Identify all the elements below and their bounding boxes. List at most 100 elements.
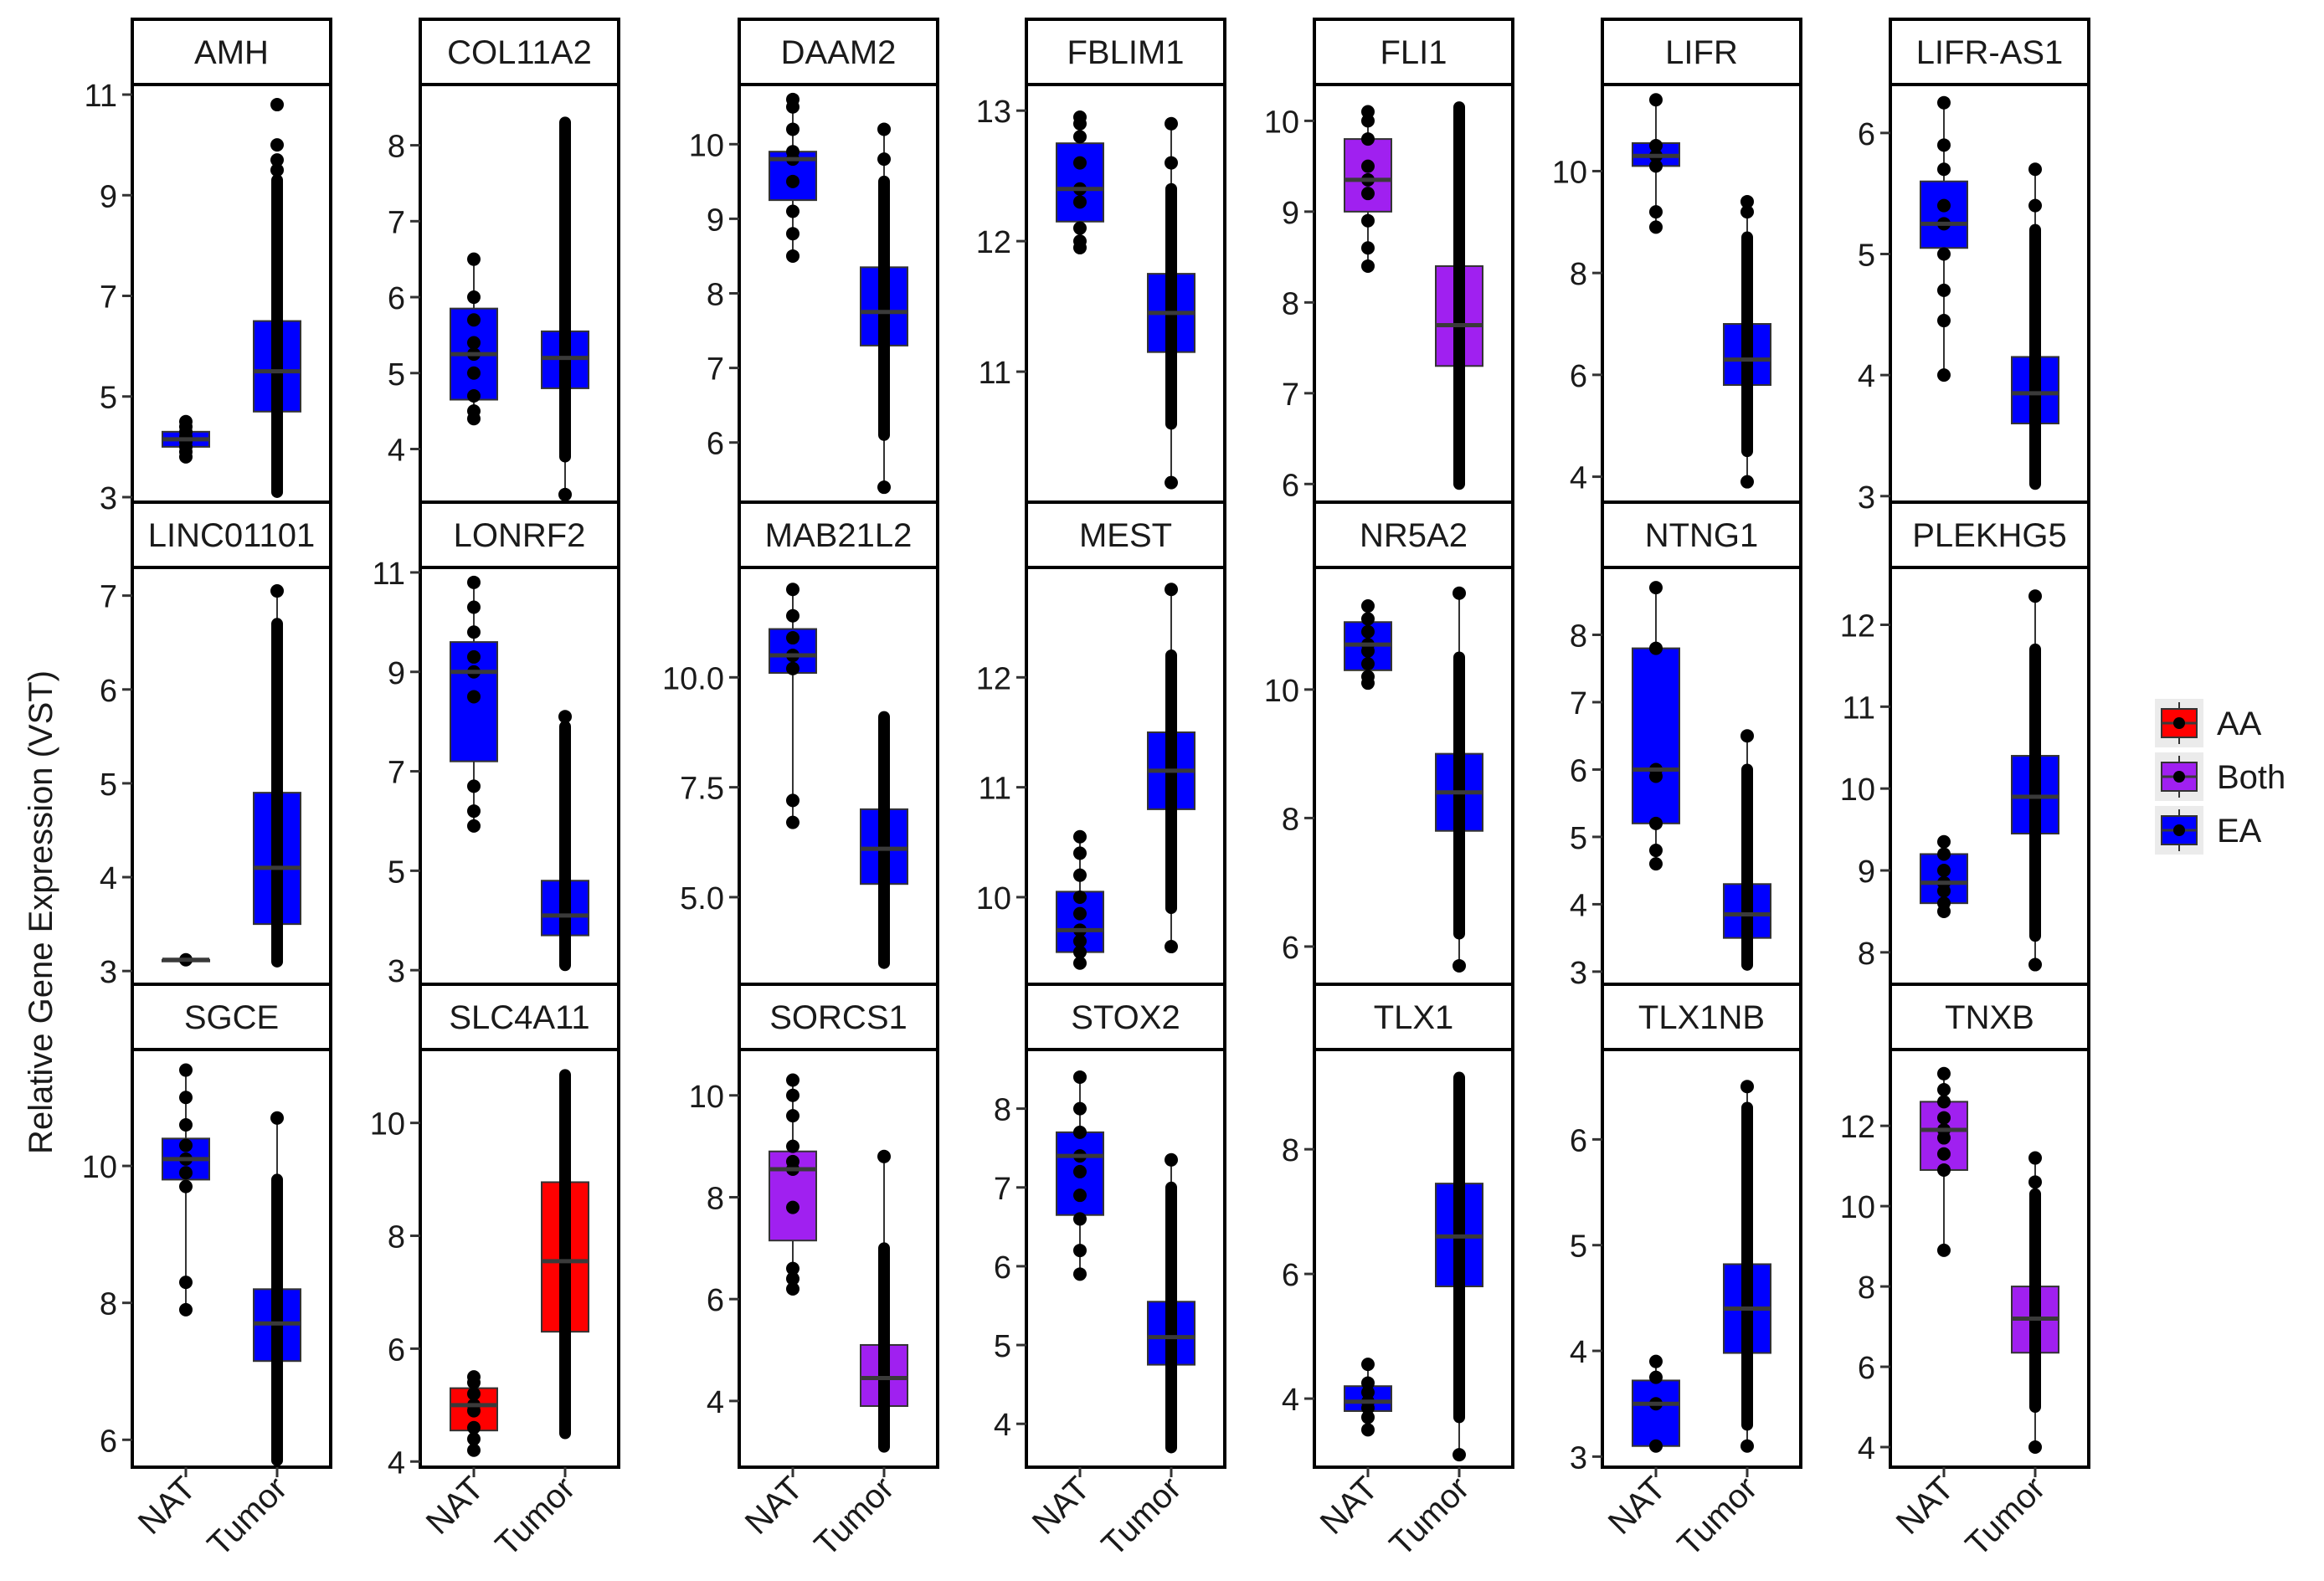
data-point xyxy=(466,336,481,350)
box-tlx1nb-nat xyxy=(1631,1354,1680,1453)
box-mest-nat xyxy=(1055,829,1104,970)
y-tick-label-ntng1: 7 xyxy=(1570,686,1587,721)
strip-lonrf2 xyxy=(419,500,620,569)
legend-label-both: Both xyxy=(2217,759,2285,796)
legend-entry-ea: EA xyxy=(2155,806,2262,855)
y-tick-label-ntng1: 8 xyxy=(1570,619,1587,654)
data-point xyxy=(1936,283,1951,297)
data-point xyxy=(1072,956,1087,970)
data-point xyxy=(270,584,285,598)
legend-entry-aa: AA xyxy=(2155,699,2262,747)
box-slc4a11-tumor xyxy=(541,1069,590,1440)
data-point xyxy=(270,138,285,152)
data-point xyxy=(785,793,800,808)
strip-label-fblim1: FBLIM1 xyxy=(1067,34,1184,71)
y-tick-label-lifr: 6 xyxy=(1570,359,1587,394)
data-point xyxy=(1072,1164,1087,1178)
data-point xyxy=(1165,116,1179,131)
x-tick-label-tumor: Tumor xyxy=(1671,1470,1765,1563)
data-point xyxy=(558,710,573,724)
y-tick-label-tnxb: 12 xyxy=(1840,1110,1875,1145)
data-point xyxy=(1648,205,1663,219)
box-col11a2-nat xyxy=(449,252,498,426)
box-nr5a2-tumor xyxy=(1435,586,1484,973)
y-tick-label-col11a2: 8 xyxy=(388,130,405,165)
box-tlx1-tumor xyxy=(1435,1071,1484,1462)
data-point xyxy=(178,1138,193,1152)
data-point xyxy=(466,1432,481,1446)
data-point xyxy=(1936,1111,1951,1125)
data-point xyxy=(1072,110,1087,124)
y-tick-label-tlx1: 8 xyxy=(1282,1133,1299,1168)
box-sgce-tumor xyxy=(253,1111,302,1466)
data-point xyxy=(1936,834,1951,849)
data-point xyxy=(1648,139,1663,153)
data-point xyxy=(1360,1410,1375,1424)
y-tick-label-fli1: 7 xyxy=(1282,377,1299,413)
data-point xyxy=(877,122,892,136)
box-fblim1-nat xyxy=(1055,110,1104,254)
data-point xyxy=(1360,241,1375,255)
data-point xyxy=(877,152,892,167)
data-point xyxy=(1360,1423,1375,1437)
box-nr5a2-nat xyxy=(1343,599,1392,690)
legend-label-aa: AA xyxy=(2217,706,2262,742)
y-tick-label-ntng1: 5 xyxy=(1570,821,1587,856)
data-point xyxy=(178,1166,193,1180)
y-tick-label-tnxb: 4 xyxy=(1858,1431,1875,1466)
panel-nr5a2: NR5A2 6 8 10 xyxy=(1264,500,1514,987)
x-tick-label-nat: NAT xyxy=(1314,1470,1386,1542)
y-tick-label-tnxb: 6 xyxy=(1858,1351,1875,1386)
box-linc01101-nat xyxy=(161,952,210,967)
strip-tlx1 xyxy=(1313,983,1514,1051)
data-point xyxy=(178,1179,193,1193)
y-tick-label-mab21l2: 10.0 xyxy=(662,661,724,696)
strip-label-fli1: FLI1 xyxy=(1380,34,1447,71)
data-point xyxy=(785,1200,800,1214)
x-tick-label-nat: NAT xyxy=(1026,1470,1098,1542)
y-tick-label-mab21l2: 7.5 xyxy=(680,772,724,807)
data-point xyxy=(1936,138,1951,152)
strip-label-sgce: SGCE xyxy=(184,999,279,1036)
data-point xyxy=(1360,259,1375,273)
y-tick-label-sorcs1: 6 xyxy=(707,1283,724,1318)
legend-key-point xyxy=(2173,771,2185,783)
data-point xyxy=(1648,220,1663,234)
data-point xyxy=(1648,93,1663,107)
box-linc01101-tumor xyxy=(253,584,302,968)
data-point xyxy=(785,92,800,106)
data-point xyxy=(1452,958,1467,973)
data-point xyxy=(1648,159,1663,173)
box-daam2-nat xyxy=(768,92,817,263)
data-point xyxy=(1648,844,1663,858)
strip-linc01101 xyxy=(131,500,332,569)
data-point xyxy=(1936,162,1951,177)
data-point xyxy=(1648,816,1663,830)
data-point xyxy=(466,404,481,418)
data-point xyxy=(1936,247,1951,261)
x-tick-label-tumor: Tumor xyxy=(489,1470,583,1563)
y-tick-label-stox2: 7 xyxy=(994,1172,1011,1207)
data-point xyxy=(466,388,481,403)
x-tick-label-nat: NAT xyxy=(1602,1470,1674,1542)
y-tick-label-fblim1: 13 xyxy=(976,95,1011,130)
panel-daam2: DAAM2 6 7 8 9 10 xyxy=(689,18,939,504)
y-tick-label-amh: 7 xyxy=(100,280,117,316)
strip-label-tlx1nb: TLX1NB xyxy=(1638,999,1765,1036)
data-point xyxy=(466,1420,481,1435)
dense-points xyxy=(2029,643,2042,942)
plot-frame-lifr-as1 xyxy=(1889,83,2090,504)
dense-points xyxy=(1165,1181,1178,1454)
panel-fblim1: FBLIM1 11 12 13 xyxy=(976,18,1226,504)
strip-label-mest: MEST xyxy=(1079,517,1172,554)
data-point xyxy=(1165,475,1179,490)
dense-points xyxy=(271,174,284,498)
dense-points xyxy=(1453,651,1466,940)
box-mab21l2-tumor xyxy=(860,711,909,969)
box-plekhg5-tumor xyxy=(2011,589,2060,972)
plot-frame-stox2 xyxy=(1025,1048,1226,1469)
strip-label-daam2: DAAM2 xyxy=(781,34,897,71)
box-amh-tumor xyxy=(253,98,302,498)
data-point xyxy=(1360,159,1375,173)
y-tick-label-tnxb: 8 xyxy=(1858,1270,1875,1306)
